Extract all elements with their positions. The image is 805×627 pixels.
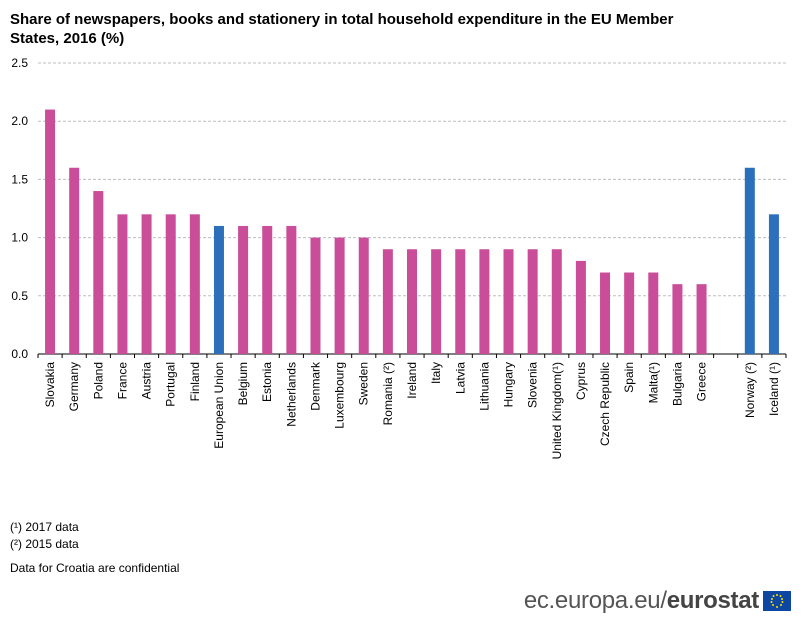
bar xyxy=(334,237,345,354)
bar xyxy=(696,284,707,354)
x-tick-label: Denmark xyxy=(308,361,322,411)
x-tick-label: Lithuania xyxy=(477,362,491,411)
footer-site-text: ec.europa.eu/ xyxy=(523,587,667,614)
x-tick-label: United Kingdom(¹) xyxy=(550,362,564,459)
bar xyxy=(310,237,321,354)
bar xyxy=(479,249,490,354)
bar xyxy=(358,237,369,354)
x-tick-label: Malta(¹) xyxy=(646,362,660,403)
eurostat-footer[interactable]: ec.europa.eu/ eurostat xyxy=(524,585,791,617)
bar xyxy=(213,225,224,354)
eu-flag-icon xyxy=(763,591,791,611)
bar xyxy=(455,249,466,354)
bar xyxy=(744,167,755,354)
y-tick-label: 1.5 xyxy=(11,172,28,186)
bar xyxy=(286,225,297,354)
bar xyxy=(141,214,152,354)
bar xyxy=(382,249,393,354)
x-tick-label: Czech Republic xyxy=(598,362,612,446)
bar xyxy=(69,167,80,354)
bar xyxy=(117,214,128,354)
bar xyxy=(45,109,56,354)
x-tick-label: Portugal xyxy=(164,362,178,407)
x-tick-label: Slovakia xyxy=(43,362,57,408)
x-tick-label: Finland xyxy=(188,362,202,401)
x-tick-label: Hungary xyxy=(502,362,516,407)
y-tick-label: 0.5 xyxy=(11,289,28,303)
footnote-2017: (¹) 2017 data xyxy=(10,520,79,534)
bar xyxy=(189,214,200,354)
bar xyxy=(407,249,417,354)
bar xyxy=(624,272,635,354)
bar xyxy=(93,191,104,354)
x-tick-label: Cyprus xyxy=(574,362,588,400)
x-tick-label: Iceland (¹) xyxy=(767,362,781,416)
bar xyxy=(672,284,683,354)
x-tick-label: Romania (²) xyxy=(381,362,395,425)
footnote-croatia: Data for Croatia are confidential xyxy=(10,561,180,575)
bar xyxy=(527,249,538,354)
x-tick-label: European Union xyxy=(212,362,226,449)
y-tick-label: 2.5 xyxy=(11,56,28,70)
x-tick-label: Slovenia xyxy=(526,362,540,408)
bar xyxy=(238,225,249,354)
x-tick-label: Norway (²) xyxy=(743,362,757,418)
bar xyxy=(575,260,586,354)
bar xyxy=(431,249,442,354)
footnotes: (¹) 2017 data (²) 2015 data Data for Cro… xyxy=(10,519,179,577)
bar xyxy=(165,214,176,354)
x-tick-label: Greece xyxy=(695,362,709,402)
x-tick-label: Ireland xyxy=(405,362,419,399)
x-tick-label: Poland xyxy=(91,362,105,399)
bar xyxy=(648,272,659,354)
bar xyxy=(768,214,779,354)
bar xyxy=(262,225,273,354)
footnote-2015: (²) 2015 data xyxy=(10,537,79,551)
x-tick-label: Bulgaria xyxy=(670,362,684,406)
chart-title: Share of newspapers, books and stationer… xyxy=(10,11,674,47)
x-tick-label: Sweden xyxy=(357,362,371,405)
x-tick-label: Belgium xyxy=(236,362,250,405)
y-tick-label: 2.0 xyxy=(11,114,28,128)
x-tick-label: Luxembourg xyxy=(333,362,347,429)
y-tick-label: 1.0 xyxy=(11,231,28,245)
x-tick-label: France xyxy=(115,362,129,400)
bar xyxy=(503,249,514,354)
x-tick-label: Latvia xyxy=(453,362,467,394)
x-tick-label: Germany xyxy=(67,362,81,411)
bar xyxy=(551,249,562,354)
y-tick-label: 0.0 xyxy=(11,347,28,361)
x-tick-label: Estonia xyxy=(260,362,274,402)
footer-brand-text: eurostat xyxy=(666,587,760,614)
bar xyxy=(600,272,611,354)
x-tick-label: Italy xyxy=(429,362,443,384)
x-tick-label: Spain xyxy=(622,362,636,393)
x-tick-label: Netherlands xyxy=(284,362,298,427)
x-tick-label: Austria xyxy=(140,362,154,400)
bar-chart: 0.0 0.5 1.0 1.5 2.0 2.5 Slovakia Germany Poland F… xyxy=(11,56,787,459)
